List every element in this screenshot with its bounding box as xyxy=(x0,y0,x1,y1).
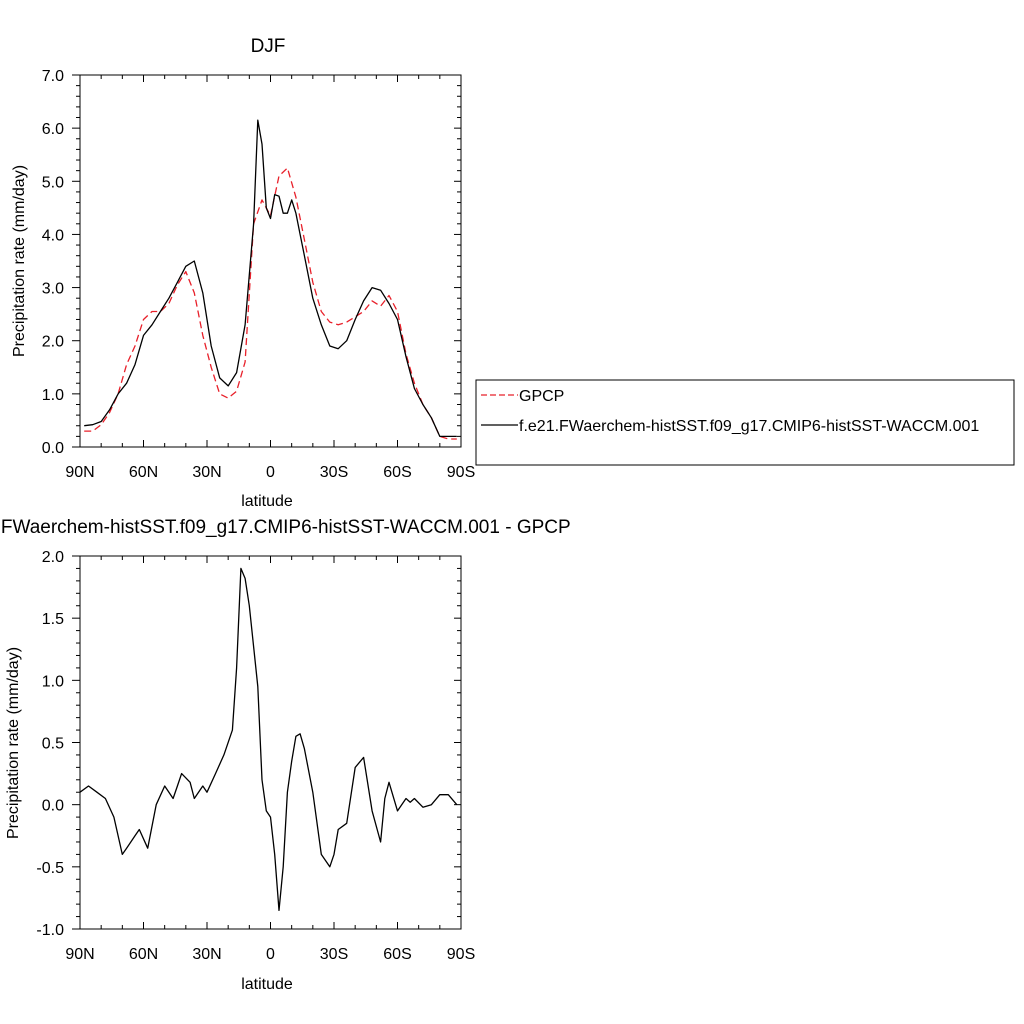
top-x-tick-labels: 90N 60N 30N 0 30S 60S 90S xyxy=(65,464,475,481)
x-tick-label: 30N xyxy=(192,946,221,963)
legend-box xyxy=(475,379,1015,466)
y-tick-label: 3.0 xyxy=(42,281,64,298)
bottom-series-lines xyxy=(79,567,458,912)
top-x-axis-label: latitude xyxy=(241,493,293,510)
legend: GPCP f.e21.FWaerchem-histSST.f09_g17.CMI… xyxy=(475,379,1015,466)
x-tick-label: 60N xyxy=(129,946,158,963)
bottom-y-tick-labels: -1.0 -0.5 0.0 0.5 1.0 1.5 2.0 xyxy=(36,549,64,939)
legend-label-gpcp: GPCP xyxy=(519,388,564,405)
top-panel: DJF Precipitation rate (mm/day) latitude… xyxy=(11,36,475,510)
y-tick-label: 2.0 xyxy=(42,334,64,351)
x-tick-label: 90S xyxy=(447,946,475,963)
bottom-chart-title: f.e21.FWaerchem-histSST.f09_g17.CMIP6-hi… xyxy=(0,517,571,538)
x-tick-label: 60N xyxy=(129,464,158,481)
y-tick-label: 0.0 xyxy=(42,798,64,815)
y-tick-label: 1.0 xyxy=(42,387,64,404)
bottom-x-axis-label: latitude xyxy=(241,976,293,993)
bottom-axes-ticks xyxy=(72,555,462,930)
x-tick-label: 30N xyxy=(192,464,221,481)
y-tick-label: 7.0 xyxy=(42,68,64,85)
y-tick-label: 0.0 xyxy=(42,440,64,457)
y-tick-label: 1.5 xyxy=(42,611,64,628)
bottom-panel: f.e21.FWaerchem-histSST.f09_g17.CMIP6-hi… xyxy=(0,517,571,993)
top-series-lines xyxy=(84,119,457,440)
top-plot-frame xyxy=(79,74,462,448)
x-tick-label: 60S xyxy=(383,946,411,963)
bottom-x-tick-labels: 90N 60N 30N 0 30S 60S 90S xyxy=(65,946,475,963)
y-tick-label: 6.0 xyxy=(42,121,64,138)
y-tick-label: 2.0 xyxy=(42,549,64,566)
series-line-difference xyxy=(79,567,458,912)
y-tick-label: -1.0 xyxy=(36,922,64,939)
top-y-tick-labels: 0.0 1.0 2.0 3.0 4.0 5.0 6.0 7.0 xyxy=(42,68,64,457)
legend-label-model: f.e21.FWaerchem-histSST.f09_g17.CMIP6-hi… xyxy=(519,418,979,435)
x-tick-label: 90N xyxy=(65,464,94,481)
y-tick-label: 0.5 xyxy=(42,736,64,753)
x-tick-label: 30S xyxy=(320,946,348,963)
top-axes-ticks xyxy=(72,74,462,448)
y-tick-label: 1.0 xyxy=(42,673,64,690)
x-tick-label: 60S xyxy=(383,464,411,481)
top-chart-title: DJF xyxy=(251,36,286,57)
series-line-f-e21-fwaerchem-histsst-f09-g17-cmip6-histsst-waccm-001 xyxy=(84,119,457,438)
series-line-gpcp xyxy=(84,167,457,440)
x-tick-label: 90N xyxy=(65,946,94,963)
bottom-plot-frame xyxy=(79,555,462,930)
x-tick-label: 90S xyxy=(447,464,475,481)
y-tick-label: 5.0 xyxy=(42,174,64,191)
bottom-y-axis-label: Precipitation rate (mm/day) xyxy=(5,647,22,839)
x-tick-label: 0 xyxy=(266,464,275,481)
x-tick-label: 30S xyxy=(320,464,348,481)
y-tick-label: -0.5 xyxy=(36,860,64,877)
x-tick-label: 0 xyxy=(266,946,275,963)
top-y-axis-label: Precipitation rate (mm/day) xyxy=(11,165,28,357)
y-tick-label: 4.0 xyxy=(42,227,64,244)
